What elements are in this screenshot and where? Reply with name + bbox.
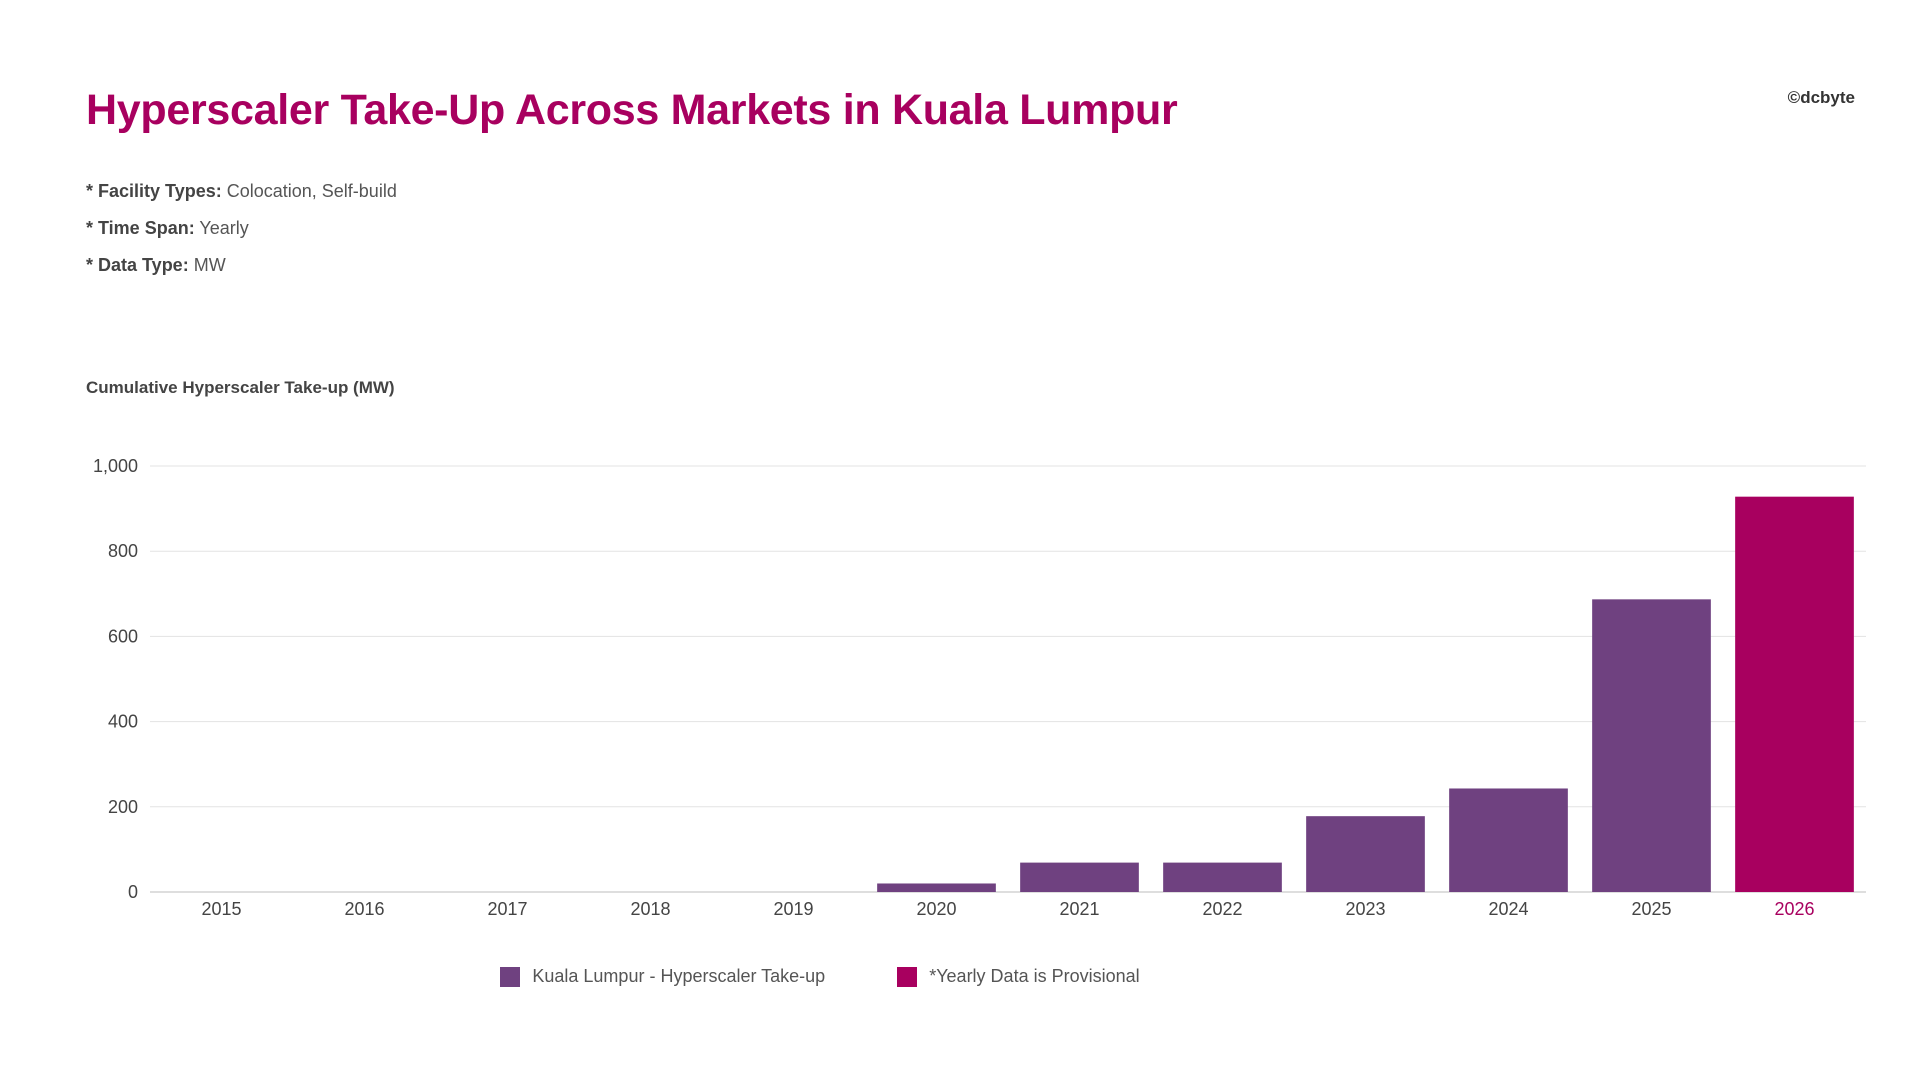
x-tick-label: 2023 bbox=[1345, 899, 1385, 919]
x-tick-label: 2018 bbox=[630, 899, 670, 919]
bar bbox=[1163, 862, 1282, 892]
filter-value: Colocation, Self-build bbox=[226, 181, 397, 201]
y-tick-label: 400 bbox=[108, 712, 138, 732]
filter-data-type: * Data Type: MW bbox=[86, 247, 397, 284]
legend-swatch-provisional bbox=[897, 966, 918, 987]
filter-key: * Data Type: bbox=[86, 255, 189, 275]
y-tick-label: 1,000 bbox=[93, 456, 138, 476]
page-title: Hyperscaler Take-Up Across Markets in Ku… bbox=[86, 86, 1178, 134]
legend-item-provisional[interactable]: *Yearly Data is Provisional bbox=[897, 966, 1140, 987]
x-tick-label: 2016 bbox=[344, 899, 384, 919]
copyright-label: ©dcbyte bbox=[1787, 88, 1855, 107]
bar bbox=[1592, 599, 1711, 892]
y-tick-label: 200 bbox=[108, 797, 138, 817]
bar bbox=[1020, 862, 1139, 892]
x-tick-label: 2024 bbox=[1488, 899, 1528, 919]
x-tick-label: 2019 bbox=[773, 899, 813, 919]
y-axis-title: Cumulative Hyperscaler Take-up (MW) bbox=[86, 378, 395, 397]
filter-key: * Time Span: bbox=[86, 218, 195, 238]
filter-list: * Facility Types: Colocation, Self-build… bbox=[86, 173, 397, 284]
filter-key: * Facility Types: bbox=[86, 181, 222, 201]
y-tick-label: 0 bbox=[128, 882, 138, 902]
filter-time-span: * Time Span: Yearly bbox=[86, 210, 397, 247]
legend-item-series[interactable]: Kuala Lumpur - Hyperscaler Take-up bbox=[500, 966, 825, 987]
legend-label-provisional: *Yearly Data is Provisional bbox=[929, 966, 1140, 986]
bar bbox=[1449, 788, 1568, 892]
x-tick-label: 2020 bbox=[916, 899, 956, 919]
bar bbox=[1306, 816, 1425, 892]
x-tick-label: 2015 bbox=[201, 899, 241, 919]
y-tick-label: 800 bbox=[108, 541, 138, 561]
x-tick-label: 2025 bbox=[1631, 899, 1671, 919]
x-tick-label: 2021 bbox=[1059, 899, 1099, 919]
x-tick-label: 2026 bbox=[1774, 899, 1814, 919]
filter-value: Yearly bbox=[199, 218, 249, 238]
bar-chart: 0 200 400 600 800 1,000 2015 2016 2017 2018 2019 20… bbox=[93, 456, 1866, 919]
bar bbox=[877, 883, 996, 892]
filter-facility-types: * Facility Types: Colocation, Self-build bbox=[86, 173, 397, 210]
legend-swatch-series bbox=[500, 966, 521, 987]
legend-label-series: Kuala Lumpur - Hyperscaler Take-up bbox=[532, 966, 826, 986]
x-tick-label: 2017 bbox=[487, 899, 527, 919]
chart-legend: Kuala Lumpur - Hyperscaler Take-up *Year… bbox=[0, 966, 1640, 987]
bar-provisional bbox=[1735, 496, 1854, 892]
y-tick-label: 600 bbox=[108, 626, 138, 646]
filter-value: MW bbox=[193, 255, 226, 275]
x-tick-label: 2022 bbox=[1202, 899, 1242, 919]
